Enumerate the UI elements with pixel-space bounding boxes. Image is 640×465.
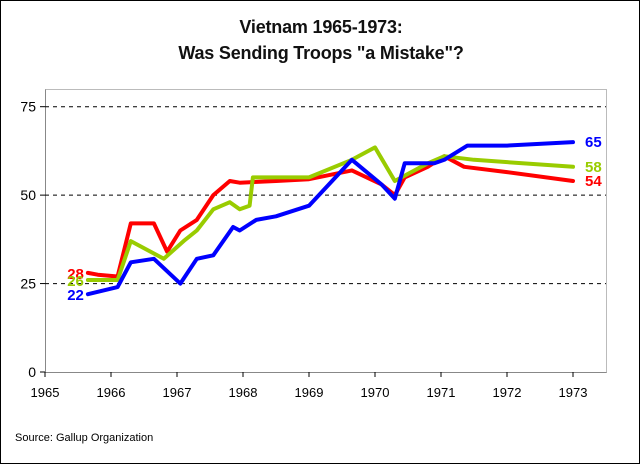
source-note: Source: Gallup Organization xyxy=(15,432,154,444)
x-tick-label: 1968 xyxy=(229,385,258,400)
series-start-label: 22 xyxy=(67,287,84,304)
chart-subtitle: Was Sending Troops "a Mistake"? xyxy=(178,43,464,63)
series-end-label: 54 xyxy=(585,173,602,190)
series-end-label: 58 xyxy=(585,159,602,176)
y-tick-label: 75 xyxy=(20,99,36,115)
series-line-green xyxy=(85,145,575,282)
x-tick-label: 1970 xyxy=(361,385,390,400)
plot-area xyxy=(45,89,607,373)
series-end-label: 65 xyxy=(585,134,602,151)
x-tick-label: 1972 xyxy=(493,385,522,400)
chart-title: Vietnam 1965-1973: xyxy=(239,17,403,37)
x-tick-label: 1973 xyxy=(559,385,588,400)
x-tick-label: 1965 xyxy=(31,385,60,400)
y-tick-label: 50 xyxy=(20,187,36,203)
y-tick-label: 0 xyxy=(28,364,36,380)
series-line-blue xyxy=(85,140,575,297)
x-tick-label: 1969 xyxy=(295,385,324,400)
series-start-label: 26 xyxy=(67,273,84,290)
series-start-label: 28 xyxy=(67,266,84,283)
y-tick-label: 25 xyxy=(20,276,36,292)
x-tick-label: 1971 xyxy=(427,385,456,400)
x-tick-label: 1967 xyxy=(163,385,192,400)
x-tick-label: 1966 xyxy=(97,385,126,400)
